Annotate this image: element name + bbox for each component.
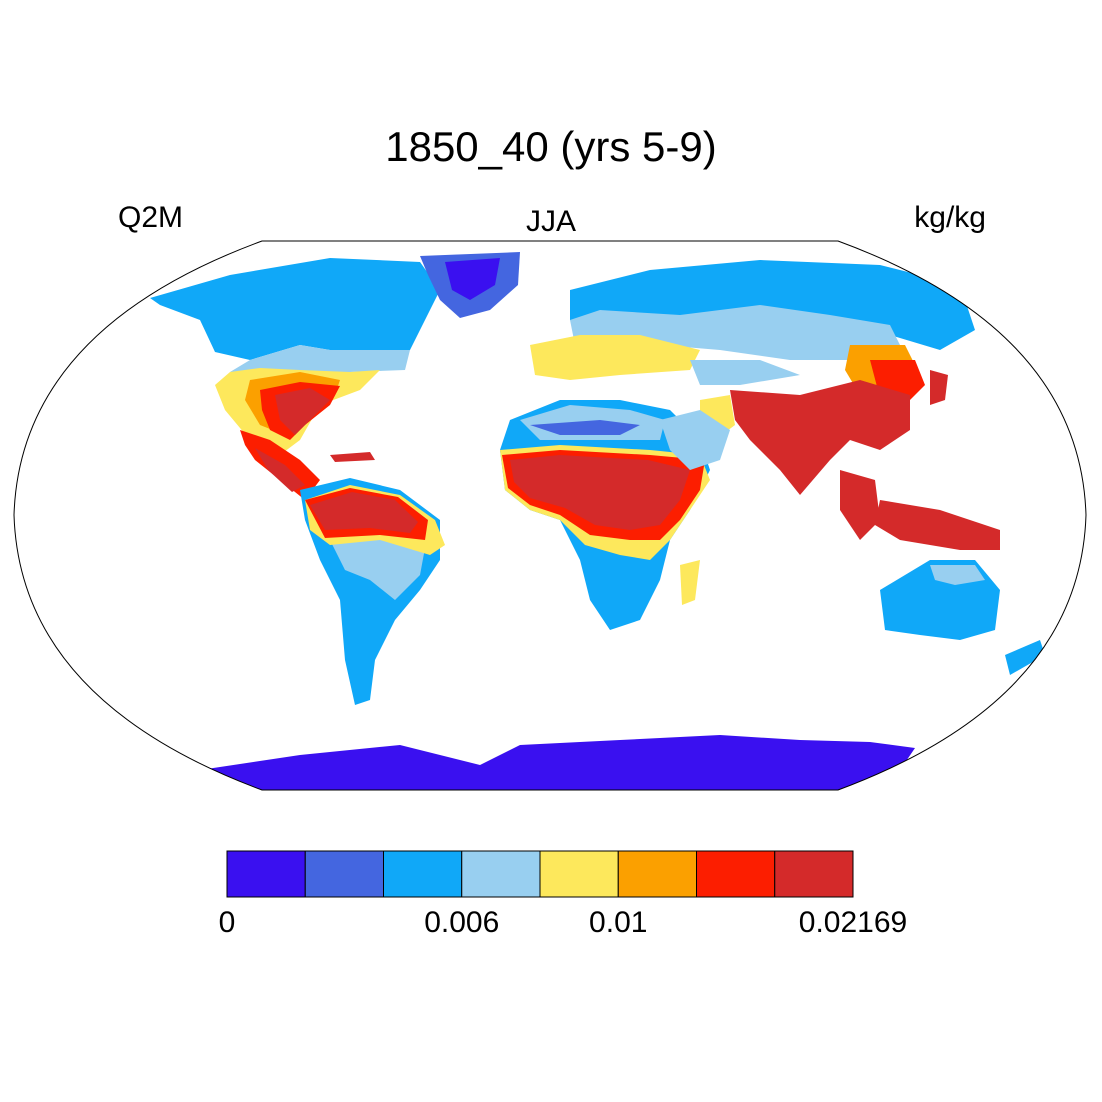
colorbar-tick-label: 0.02169 [798,906,908,939]
colorbar-swatch [226,850,306,898]
colorbar-swatch [461,850,541,898]
units-label: kg/kg [914,201,986,234]
map-border [13,240,1087,791]
arabia [660,410,730,470]
antarctica [200,735,915,790]
colorbar-swatch [304,850,384,898]
africa [500,400,710,630]
chart-title: 1850_40 (yrs 5-9) [385,123,717,170]
season-label: JJA [525,205,576,238]
australia [880,560,1045,675]
south-america [300,478,445,705]
colorbar-swatch [383,850,463,898]
variable-label: Q2M [118,201,184,234]
eurasia [530,260,1000,550]
colorbar-tick-label: 0.01 [589,906,648,939]
greenland-interior [445,258,500,300]
colorbar-swatch [774,850,854,898]
colorbar-tick-label: 0 [218,906,236,939]
colorbar-swatch [696,850,776,898]
colorbar-tick-label: 0.006 [424,906,500,939]
colorbar-swatch [617,850,697,898]
colorbar-swatch [539,850,619,898]
north-america [150,258,440,500]
